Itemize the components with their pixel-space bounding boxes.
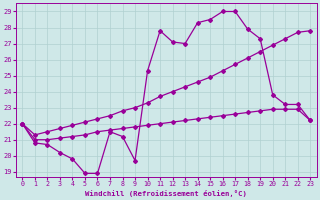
X-axis label: Windchill (Refroidissement éolien,°C): Windchill (Refroidissement éolien,°C) bbox=[85, 190, 247, 197]
